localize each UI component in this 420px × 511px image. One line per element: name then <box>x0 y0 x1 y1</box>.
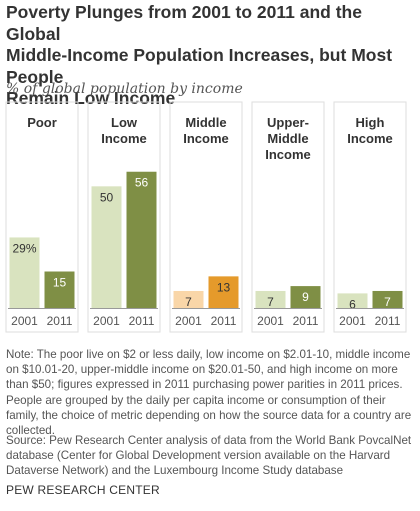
brand-logo-text: PEW RESEARCH CENTER <box>6 483 160 497</box>
title-line-1: Poverty Plunges from 2001 to 2011 and th… <box>6 2 362 44</box>
data-label-low-income-2011: 56 <box>135 176 149 190</box>
panel-low-income <box>87 101 161 333</box>
group-label-low-income: Income <box>101 131 147 146</box>
bar-middle-income-2011 <box>208 276 239 308</box>
panel-poor <box>5 101 79 333</box>
year-label-low-income-2001: 2001 <box>93 314 120 328</box>
panel-middle-income <box>169 101 243 333</box>
group-label-high-income: Income <box>347 131 393 146</box>
year-label-upper-middle-income-2011: 2011 <box>293 314 319 328</box>
year-label-upper-middle-income-2001: 2001 <box>257 314 284 328</box>
year-label-poor-2011: 2011 <box>47 314 73 328</box>
chart-subtitle: % of global population by income <box>6 81 243 97</box>
group-label-upper-middle-income: Income <box>265 147 311 162</box>
data-label-middle-income-2011: 13 <box>217 280 231 294</box>
title-line-3: Remain Low Income <box>6 88 176 108</box>
group-label-middle-income: Middle <box>185 115 226 130</box>
bar-high-income-2011 <box>372 290 403 308</box>
bar-poor-2011 <box>44 271 75 308</box>
group-label-upper-middle-income: Middle <box>267 131 308 146</box>
year-label-high-income-2001: 2001 <box>339 314 366 328</box>
note-text: Note: The poor live on $2 or less daily,… <box>6 348 412 438</box>
bar-high-income-2001 <box>337 293 368 308</box>
bar-upper-middle-income-2011 <box>290 286 321 308</box>
group-label-upper-middle-income: Upper- <box>267 115 309 130</box>
bar-poor-2001 <box>9 237 40 308</box>
chart-title: Poverty Plunges from 2001 to 2011 and th… <box>6 2 416 110</box>
group-label-high-income: High <box>356 115 385 130</box>
panel-high-income <box>333 101 407 333</box>
bar-chart: Poor29%2001152011LowIncome502001562011Mi… <box>5 101 407 333</box>
group-label-middle-income: Income <box>183 131 229 146</box>
data-label-poor-2011: 15 <box>53 276 67 290</box>
source-text: Source: Pew Research Center analysis of … <box>6 434 412 478</box>
data-label-upper-middle-income-2011: 9 <box>302 290 309 304</box>
data-label-poor-2001: 29% <box>12 241 36 255</box>
bar-middle-income-2001 <box>173 290 204 308</box>
year-label-high-income-2011: 2011 <box>375 314 401 328</box>
group-label-low-income: Low <box>111 115 138 130</box>
bar-upper-middle-income-2001 <box>255 290 286 308</box>
data-label-high-income-2011: 7 <box>384 295 391 309</box>
bar-low-income-2001 <box>91 186 122 308</box>
year-label-low-income-2011: 2011 <box>129 314 155 328</box>
data-label-upper-middle-income-2001: 7 <box>267 295 274 309</box>
group-label-poor: Poor <box>27 115 57 130</box>
year-label-poor-2001: 2001 <box>11 314 38 328</box>
data-label-low-income-2001: 50 <box>100 190 114 204</box>
year-label-middle-income-2011: 2011 <box>211 314 237 328</box>
bar-low-income-2011 <box>126 171 157 308</box>
year-label-middle-income-2001: 2001 <box>175 314 202 328</box>
data-label-middle-income-2001: 7 <box>185 295 192 309</box>
title-line-2: Middle-Income Population Increases, but … <box>6 45 393 87</box>
data-label-high-income-2001: 6 <box>349 297 356 311</box>
panel-upper-middle-income <box>251 101 325 333</box>
